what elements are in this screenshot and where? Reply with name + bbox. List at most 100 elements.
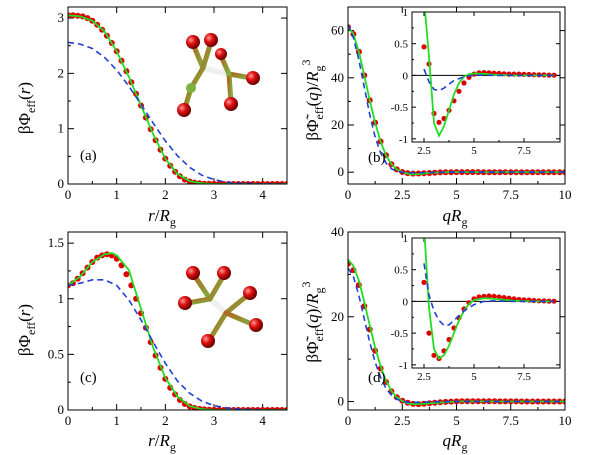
- y-tick-label: 0: [338, 394, 345, 409]
- plot-frame: [67, 231, 288, 411]
- svg-text:βΦeff(r): βΦeff(r): [15, 304, 38, 356]
- x-tick-label: 4: [259, 413, 266, 428]
- data-point: [436, 119, 442, 125]
- y-tick-label: 20: [331, 309, 344, 324]
- plot-frame: [347, 6, 566, 185]
- y-tick-label: -0.5: [391, 328, 409, 340]
- panel-label: (d): [368, 370, 386, 386]
- panel-a-xlabel: r/Rg: [148, 206, 176, 229]
- data-point: [123, 271, 130, 278]
- data-point: [486, 293, 492, 299]
- series-blue-dashed-line: [68, 41, 287, 184]
- y-tick-label: 60: [331, 23, 344, 38]
- y-tick-label: 40: [331, 70, 344, 85]
- data-point: [421, 44, 427, 50]
- x-tick-label: 2.5: [394, 187, 410, 202]
- ticks: 0 1 2 3 4 0 0.5 1 1.5: [48, 232, 287, 428]
- x-tick-label: 2.5: [417, 145, 431, 157]
- series-red-dots: [68, 12, 287, 184]
- series-group: [68, 251, 287, 410]
- molecule-illustration-a: [177, 33, 260, 117]
- y-tick-label: 0.5: [394, 39, 408, 51]
- y-tick-label: 0.5: [48, 346, 64, 361]
- y-tick-label: 0: [58, 402, 65, 417]
- series-blue-dashed-line: [68, 279, 287, 410]
- x-tick-label: 4: [259, 187, 266, 202]
- panel-c: 0 1 2 3 4 0 0.5 1 1.5 (c): [48, 231, 288, 428]
- panel-b-ylabel: βΦ̃eff(q)/Rg3: [299, 59, 326, 140]
- svg-text:qRg: qRg: [443, 206, 468, 229]
- panel-d-xlabel: qRg: [443, 431, 468, 454]
- y-tick-label: 1: [403, 7, 409, 19]
- svg-text:r/Rg: r/Rg: [148, 431, 176, 454]
- x-tick-label: 2: [162, 187, 169, 202]
- panel-a: 0 1 2 3 4 0 1 2 3 (a): [58, 6, 288, 202]
- svg-text:r/Rg: r/Rg: [148, 206, 176, 229]
- y-tick-label: -0.5: [391, 102, 409, 114]
- series-group: [348, 24, 565, 177]
- data-point: [426, 330, 432, 336]
- y-tick-label: 0: [403, 296, 409, 308]
- x-tick-label: 5: [453, 187, 460, 202]
- series-blue-dashed-line: [423, 68, 554, 92]
- x-tick-label: 7.5: [517, 145, 531, 157]
- panel-a-ylabel: βΦeff(r): [15, 82, 38, 134]
- x-tick-label: 7.5: [517, 371, 531, 383]
- plot-frame: [411, 237, 561, 369]
- x-tick-label: 5: [471, 145, 477, 157]
- ticks: 2.5 5 7.5 -1 -0.5 0 0.5 1: [391, 7, 560, 157]
- svg-text:qRg: qRg: [443, 431, 468, 454]
- y-tick-label: 0: [403, 70, 409, 82]
- y-tick-label: 40: [331, 224, 344, 239]
- series-blue-dashed-line: [348, 267, 565, 404]
- x-tick-label: 10: [559, 413, 572, 428]
- series-group: [68, 12, 287, 184]
- x-tick-label: 2.5: [417, 371, 431, 383]
- y-tick-label: 2: [58, 65, 65, 80]
- y-tick-label: 1: [58, 121, 65, 136]
- y-tick-label: 0.5: [394, 265, 408, 277]
- series-red-dots: [68, 251, 287, 410]
- y-tick-label: 1: [58, 291, 65, 306]
- data-point: [421, 279, 427, 285]
- series-blue-dashed-line: [423, 263, 554, 327]
- plot-b-inset: 2.5 5 7.5 -1 -0.5 0 0.5 1: [391, 7, 561, 157]
- series-group: [348, 258, 565, 408]
- y-tick-label: 1: [403, 233, 409, 245]
- x-tick-label: 2.5: [394, 413, 410, 428]
- plot-a: 0 1 2 3 4 0 1 2 3 (a): [58, 6, 288, 202]
- x-tick-label: 1: [113, 413, 120, 428]
- plot-frame: [67, 6, 288, 185]
- y-tick-label: -1: [399, 360, 408, 372]
- panel-d: 0 2.5 5 7.5 10 0 20 40 (d) 2.5 5 7.5 -1 -0.5 0 0.5 1: [331, 224, 572, 428]
- panel-label: (a): [80, 148, 97, 164]
- panel-d-ylabel: βΦ̃eff(q)/Rg3: [299, 281, 326, 362]
- x-tick-label: 1: [113, 187, 120, 202]
- x-tick-label: 5: [453, 413, 460, 428]
- series-green-solid-line: [68, 14, 287, 184]
- x-tick-label: 3: [211, 413, 218, 428]
- x-tick-label: 3: [211, 187, 218, 202]
- y-tick-label: 1.5: [48, 235, 64, 250]
- inset-background: [412, 12, 560, 142]
- x-tick-label: 0: [65, 413, 72, 428]
- ticks: 0 1 2 3 4 0 1 2 3: [58, 7, 287, 202]
- panel-label: (b): [368, 150, 386, 166]
- svg-text:βΦ̃eff(q)/Rg3: βΦ̃eff(q)/Rg3: [299, 281, 326, 362]
- panel-b: 0 2.5 5 7.5 10 0 20 40 60 (b) 2.5 5 7.5 -1 -0.5 0 0.5 1: [331, 6, 572, 202]
- x-tick-label: 0: [345, 187, 352, 202]
- svg-text:βΦeff(r): βΦeff(r): [15, 82, 38, 134]
- x-tick-label: 7.5: [503, 187, 519, 202]
- y-tick-label: 0: [58, 176, 65, 191]
- svg-text:βΦ̃eff(q)/Rg3: βΦ̃eff(q)/Rg3: [299, 59, 326, 140]
- x-tick-label: 10: [559, 187, 572, 202]
- x-tick-label: 0: [345, 413, 352, 428]
- x-tick-label: 0: [65, 187, 72, 202]
- plot-frame: [347, 231, 566, 411]
- data-point: [431, 352, 437, 358]
- x-tick-label: 5: [471, 371, 477, 383]
- y-tick-label: 0: [338, 164, 345, 179]
- y-tick-label: 3: [58, 10, 65, 25]
